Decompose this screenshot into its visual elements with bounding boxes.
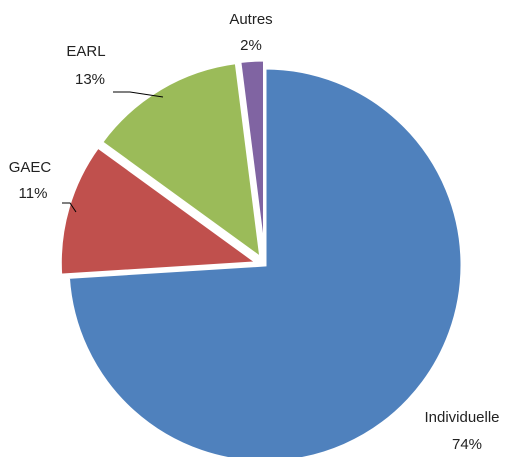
pie [58,58,464,457]
leader-line [62,202,77,213]
pie-slice [99,60,263,262]
slice-label: GAEC [9,159,52,176]
slice-value-label: 2% [240,37,262,54]
slice-label: EARL [66,43,105,60]
pie-slice [66,66,464,457]
slice-label: Autres [229,11,272,28]
slice-value-label: 13% [75,71,105,88]
pie-slice [58,144,262,277]
slice-value-label: 74% [452,436,482,453]
slice-label: Individuelle [424,409,499,426]
slice-value-label: 11% [19,185,48,202]
leader-line [113,91,164,98]
pie-slice [238,58,266,258]
